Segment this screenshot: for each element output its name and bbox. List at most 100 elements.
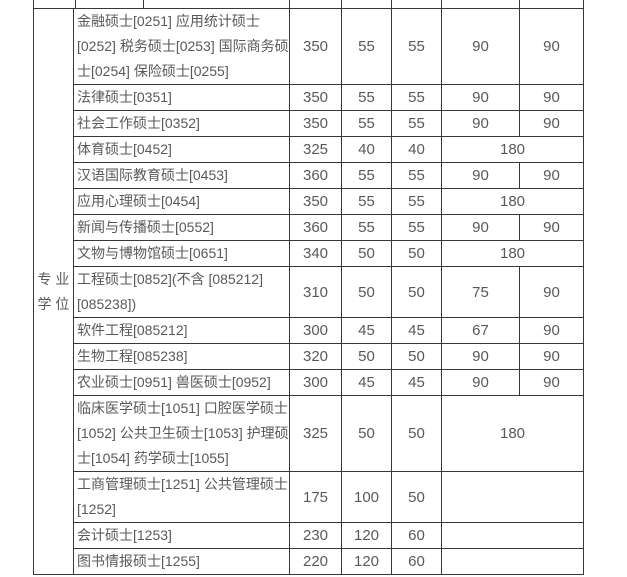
table-row: 临床医学硕士[1051] 口腔医学硕士[1052] 公共卫生硕士[1053] 护… (74, 396, 584, 472)
score-cell: 45 (392, 370, 442, 396)
table-row: 工程硕士[0852](不含 [085212] [085238]) 310 50 50 7… (74, 267, 584, 318)
program-name-cell: 软件工程[085212] (74, 318, 290, 344)
score-cell: 90 (442, 370, 520, 396)
cropped-cell (34, 0, 76, 9)
program-name-cell: 社会工作硕士[0352] (74, 111, 290, 137)
score-cell: 40 (392, 137, 442, 163)
score-cell: 67 (442, 318, 520, 344)
program-name-cell: 会计硕士[1253] (74, 523, 290, 549)
table-row: 农业硕士[0951] 兽医硕士[0952] 300 45 45 90 90 (74, 370, 584, 396)
cropped-row (34, 0, 584, 9)
score-cell: 90 (442, 85, 520, 111)
table-row: 会计硕士[1253] 230 120 60 (74, 523, 584, 549)
score-cell: 90 (520, 318, 584, 344)
score-cell-merged: 180 (442, 396, 584, 472)
program-name-cell: 新闻与传播硕士[0552] (74, 215, 290, 241)
score-cell: 55 (392, 111, 442, 137)
score-cell: 45 (342, 370, 392, 396)
score-cell: 75 (442, 267, 520, 318)
degree-type-label-line1: 专 业 (37, 270, 70, 287)
program-name-cell: 临床医学硕士[1051] 口腔医学硕士[1052] 公共卫生硕士[1053] 护… (74, 396, 290, 472)
program-name-cell: 体育硕士[0452] (74, 137, 290, 163)
score-cell: 55 (392, 85, 442, 111)
degree-type-label-line2: 学 位 (37, 295, 70, 312)
score-cell: 90 (520, 111, 584, 137)
table-row: 文物与博物馆硕士[0651] 340 50 50 180 (74, 241, 584, 267)
score-cell-merged: 180 (442, 137, 584, 163)
score-cell: 320 (290, 344, 342, 370)
score-cell: 220 (290, 549, 342, 575)
score-cell: 360 (290, 163, 342, 189)
score-cell: 90 (442, 163, 520, 189)
score-cell: 55 (342, 111, 392, 137)
score-cell: 90 (442, 111, 520, 137)
table-row: 应用心理硕士[0454] 350 55 55 180 (74, 189, 584, 215)
score-cell: 55 (392, 163, 442, 189)
score-cell: 350 (290, 189, 342, 215)
score-cell: 340 (290, 241, 342, 267)
score-cell: 50 (342, 344, 392, 370)
cropped-cell (442, 0, 520, 9)
score-cell: 90 (520, 163, 584, 189)
score-cell: 60 (392, 549, 442, 575)
score-cell: 325 (290, 137, 342, 163)
program-name-cell: 工程硕士[0852](不含 [085212] [085238]) (74, 267, 290, 318)
score-cell: 50 (342, 396, 392, 472)
table-main: 专 业 学 位 金融硕士[0251] 应用统计硕士[0252] 税务硕士[025… (34, 9, 584, 575)
program-name-cell: 文物与博物馆硕士[0651] (74, 241, 290, 267)
program-name-cell: 生物工程[085238] (74, 344, 290, 370)
score-cell: 55 (342, 189, 392, 215)
program-name-cell: 农业硕士[0951] 兽医硕士[0952] (74, 370, 290, 396)
cropped-cell (290, 0, 342, 9)
score-cell: 50 (392, 267, 442, 318)
score-cell: 350 (290, 9, 342, 85)
table-row: 汉语国际教育硕士[0453] 360 55 55 90 90 (74, 163, 584, 189)
score-cell: 90 (520, 370, 584, 396)
program-name-cell: 应用心理硕士[0454] (74, 189, 290, 215)
score-cell: 350 (290, 85, 342, 111)
score-cell: 50 (392, 396, 442, 472)
score-table-body: 金融硕士[0251] 应用统计硕士[0252] 税务硕士[0253] 国际商务硕… (74, 9, 584, 575)
score-cell: 230 (290, 523, 342, 549)
score-cell: 50 (392, 472, 442, 523)
score-cell: 120 (342, 523, 392, 549)
score-cell: 55 (342, 215, 392, 241)
score-cell: 90 (520, 9, 584, 85)
table-row: 软件工程[085212] 300 45 45 67 90 (74, 318, 584, 344)
table-row: 金融硕士[0251] 应用统计硕士[0252] 税务硕士[0253] 国际商务硕… (74, 9, 584, 85)
score-cell-merged (442, 472, 584, 523)
table-row: 生物工程[085238] 320 50 50 90 90 (74, 344, 584, 370)
score-cell-merged: 180 (442, 189, 584, 215)
score-cell-merged: 180 (442, 241, 584, 267)
score-cell: 90 (520, 267, 584, 318)
score-cell: 55 (392, 215, 442, 241)
score-cell: 55 (392, 9, 442, 85)
score-cell: 90 (520, 344, 584, 370)
table-row: 体育硕士[0452] 325 40 40 180 (74, 137, 584, 163)
score-cell: 175 (290, 472, 342, 523)
table-row: 新闻与传播硕士[0552] 360 55 55 90 90 (74, 215, 584, 241)
score-cell: 60 (392, 523, 442, 549)
score-cell: 50 (392, 344, 442, 370)
score-cell: 45 (392, 318, 442, 344)
program-name-cell: 图书情报硕士[1255] (74, 549, 290, 575)
score-cell: 50 (392, 241, 442, 267)
score-cell: 45 (342, 318, 392, 344)
score-cell: 90 (442, 215, 520, 241)
table-row: 工商管理硕士[1251] 公共管理硕士[1252] 175 100 50 (74, 472, 584, 523)
table-row: 图书情报硕士[1255] 220 120 60 (74, 549, 584, 575)
score-cell-merged (442, 549, 584, 575)
score-cell: 300 (290, 370, 342, 396)
score-cell: 90 (520, 85, 584, 111)
score-cell: 120 (342, 549, 392, 575)
score-cell: 55 (342, 163, 392, 189)
cropped-cell (342, 0, 392, 9)
program-name-cell: 金融硕士[0251] 应用统计硕士[0252] 税务硕士[0253] 国际商务硕… (74, 9, 290, 85)
program-name-cell: 汉语国际教育硕士[0453] (74, 163, 290, 189)
score-cell: 360 (290, 215, 342, 241)
score-cell: 100 (342, 472, 392, 523)
score-table: 专 业 学 位 金融硕士[0251] 应用统计硕士[0252] 税务硕士[025… (33, 0, 584, 575)
score-cell: 300 (290, 318, 342, 344)
score-cell: 55 (342, 85, 392, 111)
